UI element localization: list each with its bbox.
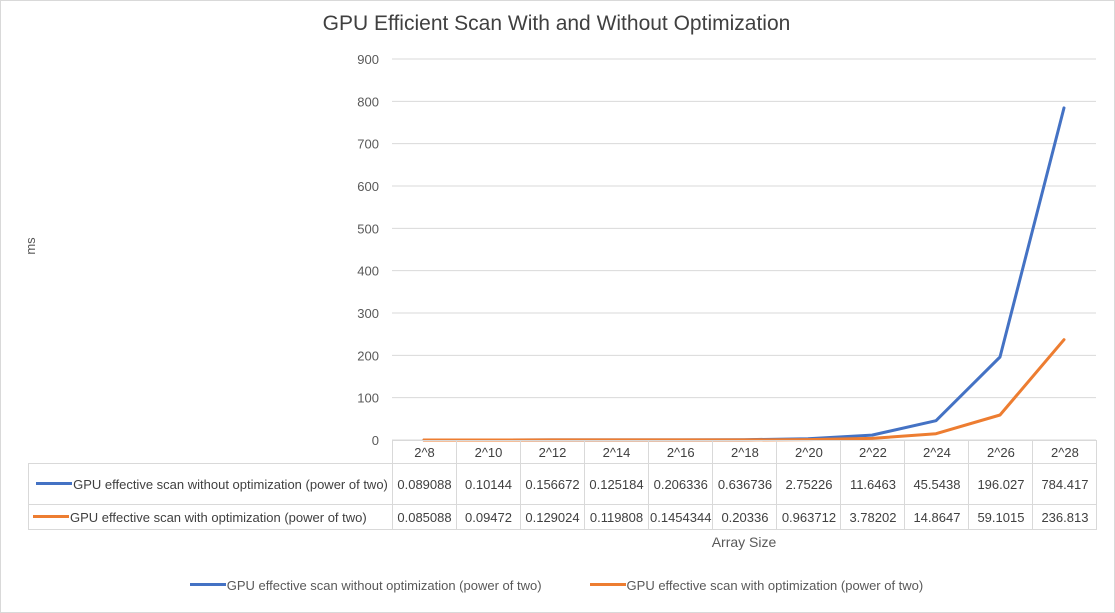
x-tick-label: 2^10 xyxy=(456,440,521,464)
data-label: 3.78202 xyxy=(840,504,906,530)
y-tick-label: 100 xyxy=(357,391,379,406)
data-label: 0.1454344 xyxy=(647,504,714,530)
data-label: 0.156672 xyxy=(520,463,585,505)
data-label: 0.636736 xyxy=(712,463,778,505)
table-row: GPU effective scan with optimization (po… xyxy=(28,504,1098,530)
x-tick-label: 2^26 xyxy=(968,440,1034,464)
series-name-cell: GPU effective scan with optimization (po… xyxy=(28,504,393,530)
x-tick-label: 2^22 xyxy=(840,440,906,464)
y-tick-label: 400 xyxy=(357,264,379,279)
legend-key xyxy=(589,583,626,587)
data-label: 0.20336 xyxy=(712,504,778,530)
data-label: 0.085088 xyxy=(392,504,457,530)
data-label: 196.027 xyxy=(968,463,1034,505)
table-row: GPU effective scan without optimization … xyxy=(28,463,1098,505)
x-axis-label: Array Size xyxy=(711,534,777,550)
legend-entry: GPU effective scan with optimization (po… xyxy=(589,578,924,593)
data-label: 0.10144 xyxy=(456,463,521,505)
data-label: 0.129024 xyxy=(520,504,585,530)
legend-label: GPU effective scan without optimization … xyxy=(226,578,542,593)
y-tick-label: 600 xyxy=(357,179,379,194)
x-tick-label: 2^8 xyxy=(392,440,457,464)
data-table: 2^8 2^10 2^12 2^14 2^16 2^18 2^20 2^22 2^24 2^26 2… xyxy=(28,440,1098,530)
legend-key xyxy=(189,583,226,587)
data-label: 0.089088 xyxy=(392,463,457,505)
table-corner xyxy=(28,440,393,464)
y-tick-label: 700 xyxy=(357,137,379,152)
data-label: 2.75226 xyxy=(776,463,842,505)
y-tick-label: 300 xyxy=(357,306,379,321)
legend-entry: GPU effective scan without optimization … xyxy=(189,578,542,593)
x-tick-label: 2^14 xyxy=(584,440,649,464)
data-label: 0.206336 xyxy=(647,463,714,505)
legend-label: GPU effective scan with optimization (po… xyxy=(626,578,924,593)
data-label: 0.119808 xyxy=(584,504,649,530)
x-tick-label: 2^28 xyxy=(1032,440,1098,464)
series-line-0 xyxy=(422,106,1066,442)
y-tick-label: 800 xyxy=(357,94,379,109)
chart-title: GPU Efficient Scan With and Without Opti… xyxy=(322,12,791,35)
data-label: 0.09472 xyxy=(456,504,521,530)
legend-key xyxy=(36,481,73,485)
y-tick-label: 900 xyxy=(357,52,379,67)
x-tick-label: 2^16 xyxy=(647,440,714,464)
data-label: 0.963712 xyxy=(776,504,842,530)
data-label: 14.8647 xyxy=(904,504,970,530)
data-label: 11.6463 xyxy=(840,463,906,505)
series-name: GPU effective scan with optimization (po… xyxy=(70,509,367,525)
x-tick-label: 2^12 xyxy=(520,440,585,464)
data-label: 236.813 xyxy=(1032,504,1098,530)
y-tick-label: 200 xyxy=(357,348,379,363)
series-name-cell: GPU effective scan without optimization … xyxy=(28,463,393,505)
x-tick-label: 2^20 xyxy=(776,440,842,464)
series-name: GPU effective scan without optimization … xyxy=(73,476,388,492)
series-line-1 xyxy=(422,338,1066,442)
legend: GPU effective scan without optimization … xyxy=(0,578,1113,593)
data-label: 784.417 xyxy=(1032,463,1098,505)
x-tick-label: 2^24 xyxy=(904,440,970,464)
legend-key xyxy=(33,514,69,518)
data-label: 59.1015 xyxy=(968,504,1034,530)
data-label: 45.5438 xyxy=(904,463,970,505)
y-tick-label: 500 xyxy=(357,221,379,236)
x-tick-label: 2^18 xyxy=(712,440,778,464)
data-label: 0.125184 xyxy=(584,463,649,505)
